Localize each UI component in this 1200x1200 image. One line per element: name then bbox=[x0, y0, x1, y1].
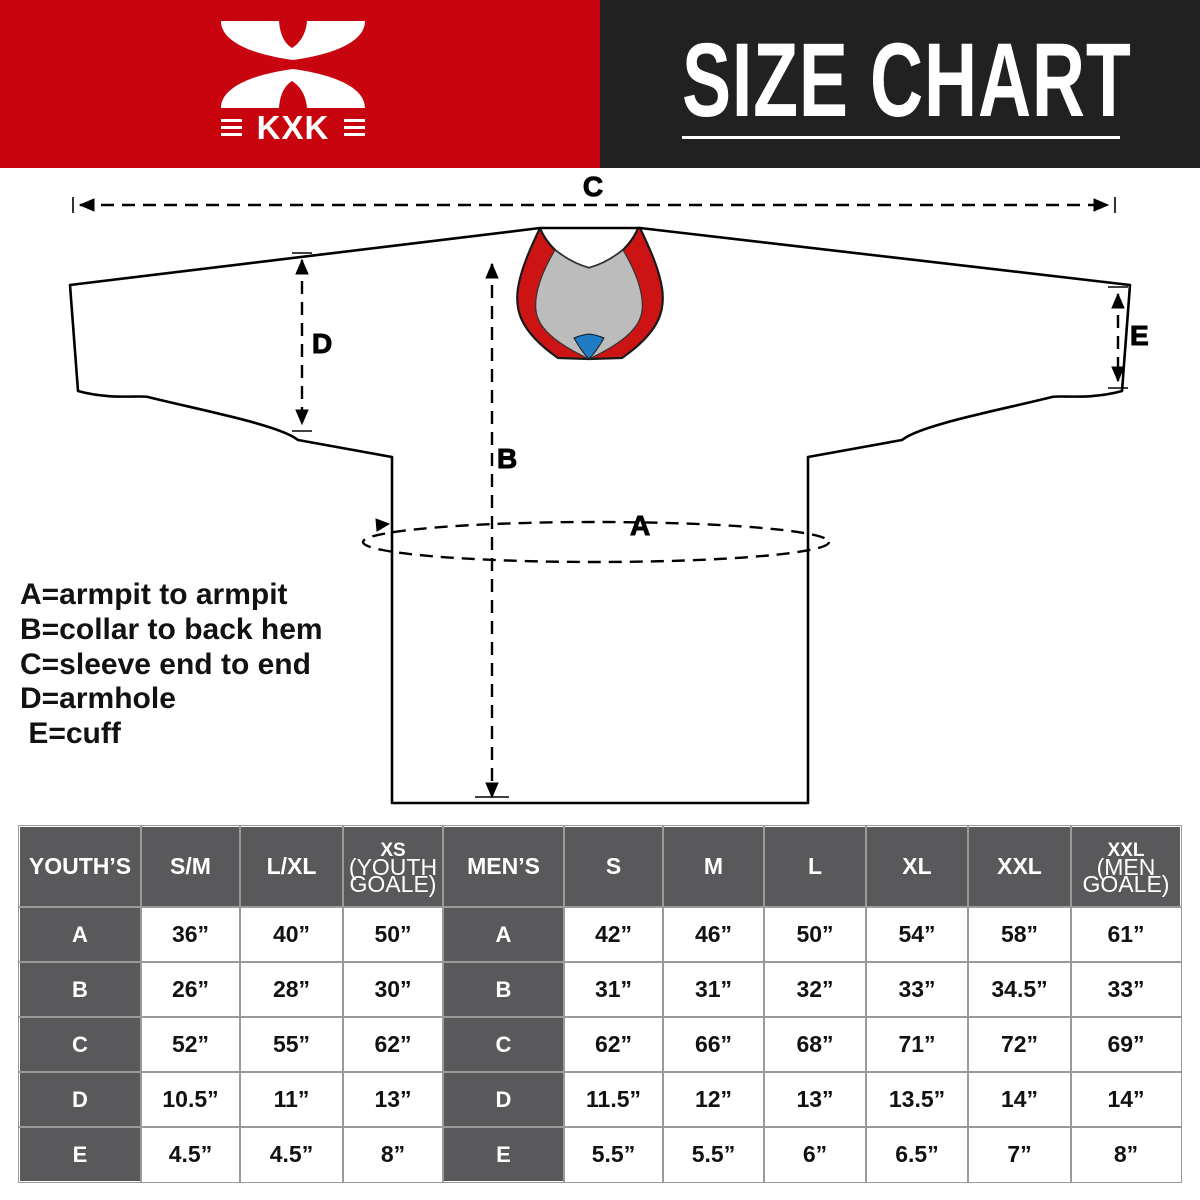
svg-text:B: B bbox=[497, 443, 517, 474]
svg-text:E: E bbox=[1130, 320, 1149, 351]
svg-text:C: C bbox=[583, 171, 603, 202]
svg-text:A: A bbox=[630, 510, 650, 541]
svg-text:D: D bbox=[312, 328, 332, 359]
